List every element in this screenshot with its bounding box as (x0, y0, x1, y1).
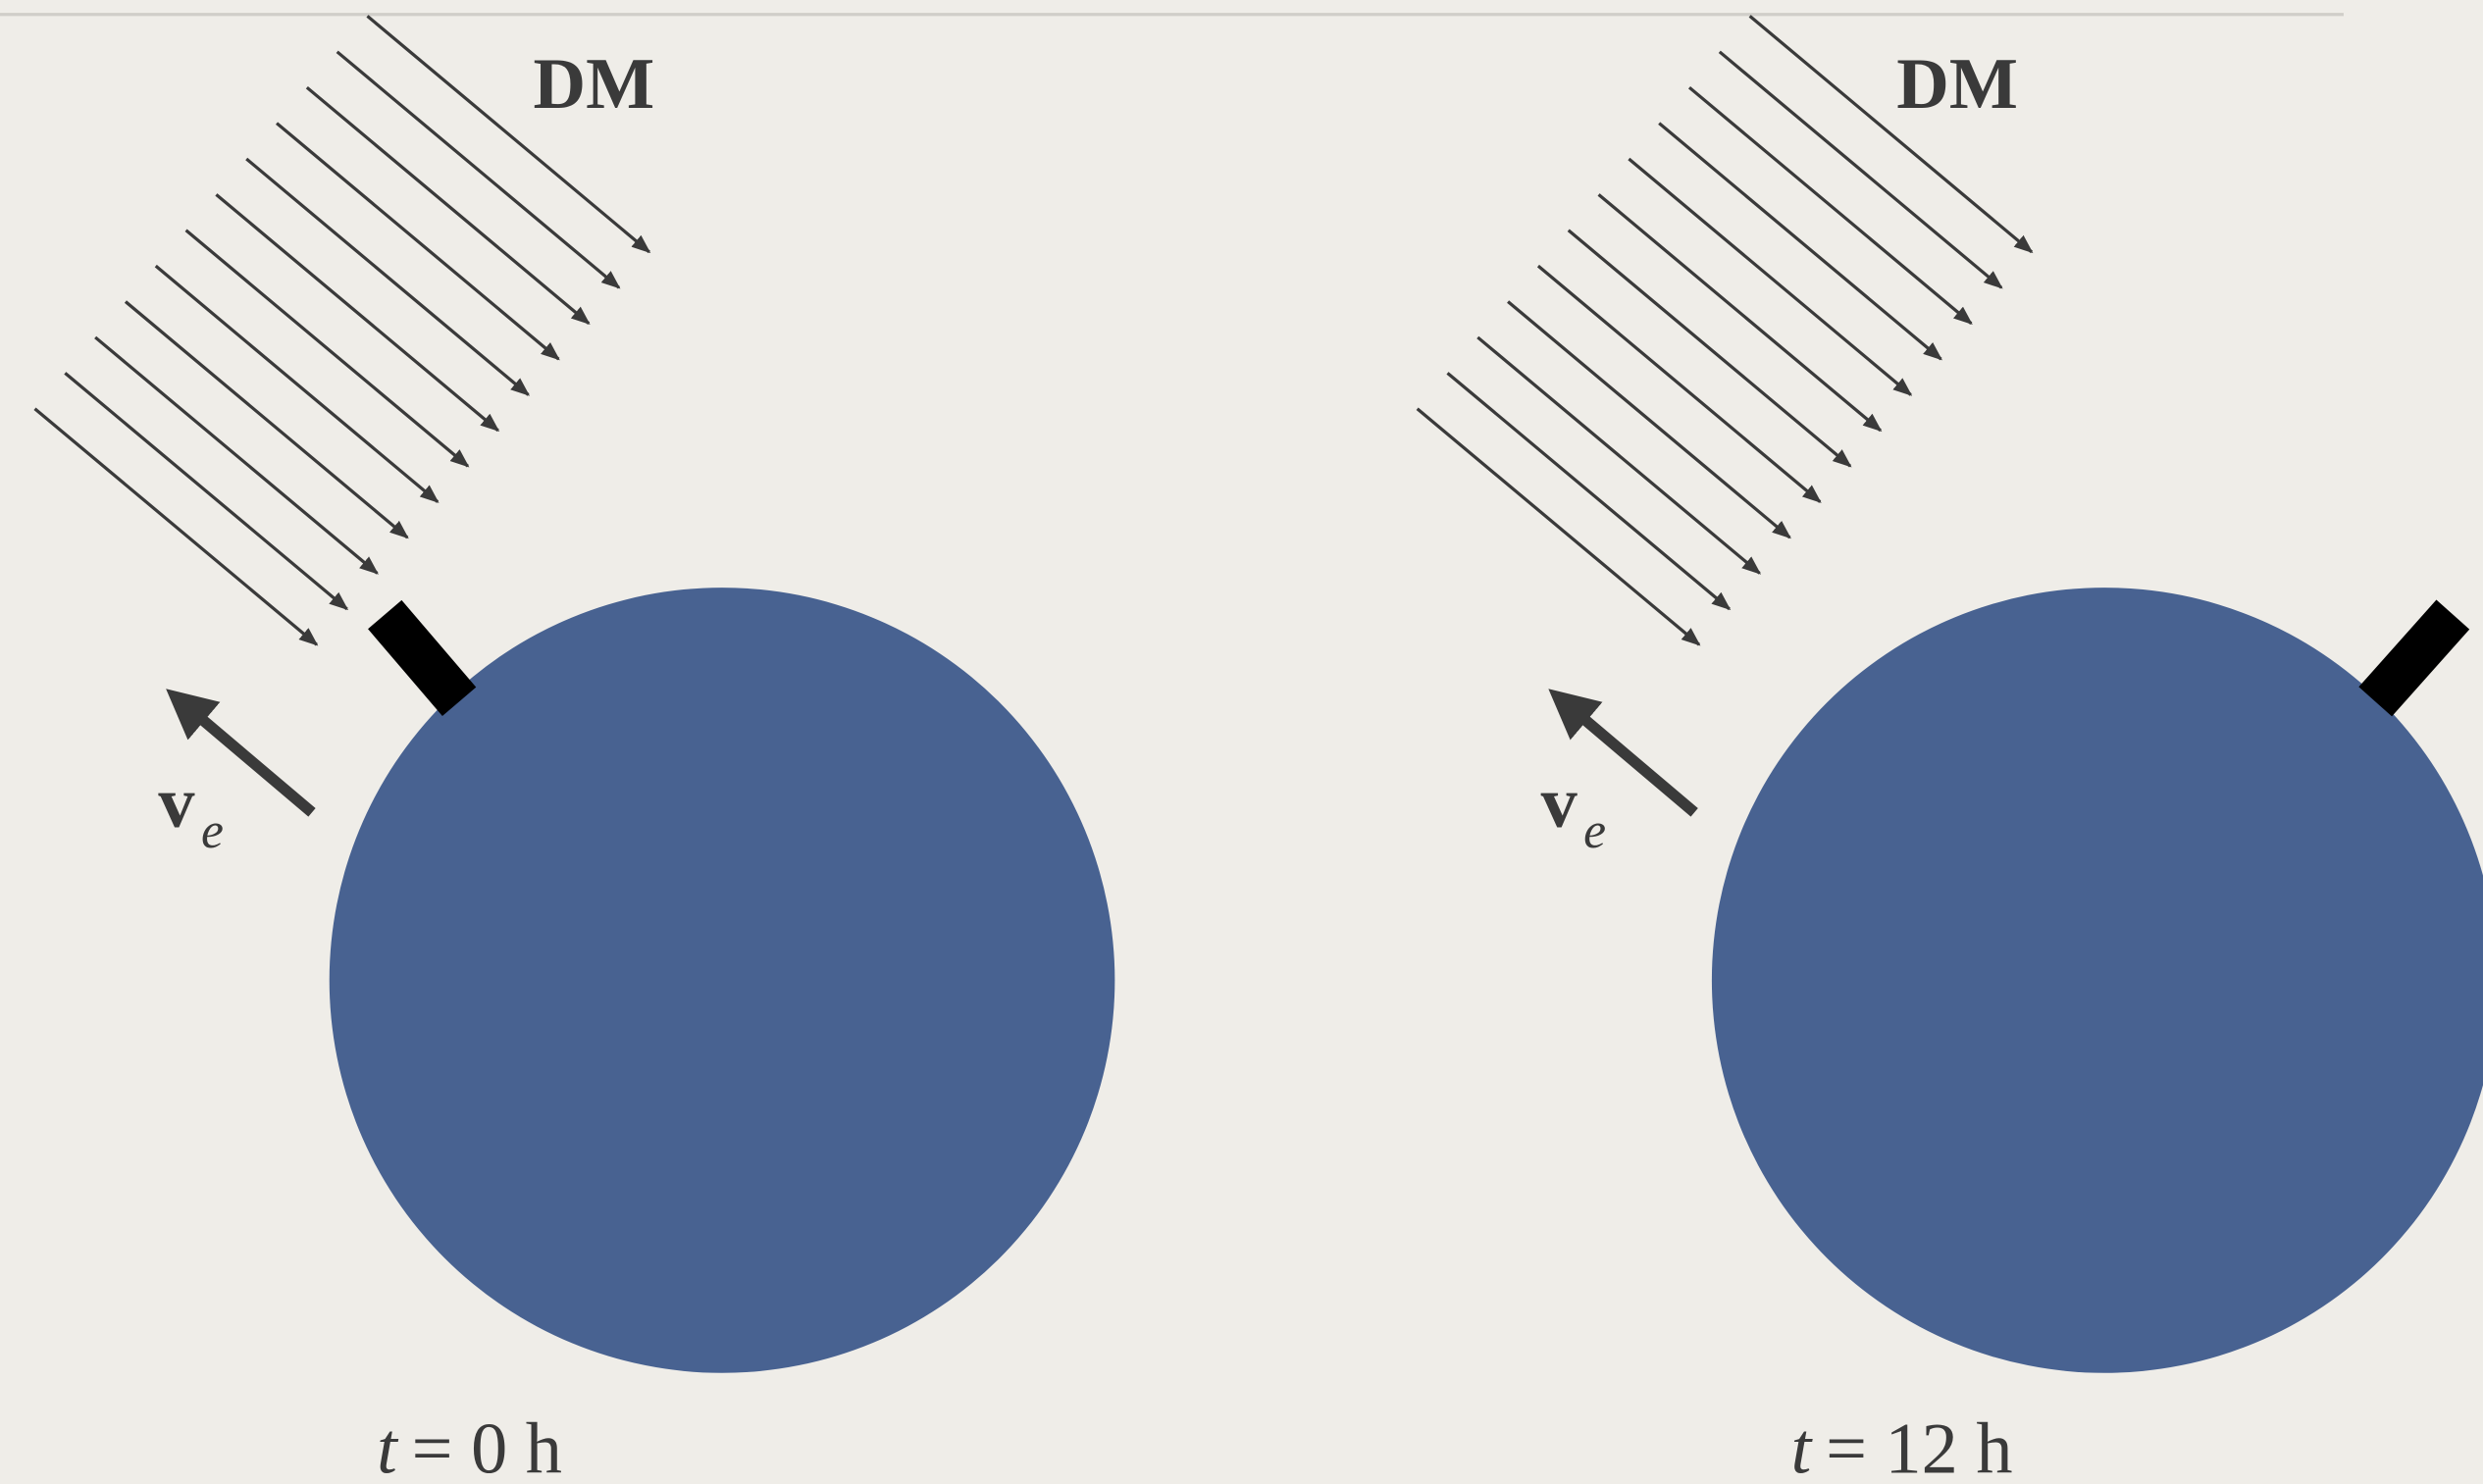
earth (1712, 588, 2483, 1373)
time-variable: t (377, 1408, 399, 1484)
velocity-subscript: e (201, 803, 224, 859)
time-value: = 12 h (1826, 1408, 2012, 1484)
time-value: = 0 h (412, 1408, 562, 1484)
dm-label: DM (1896, 44, 2018, 125)
diagram: DMvet= 0 hDMvet= 12 h (0, 0, 2483, 1484)
velocity-label: v (1541, 763, 1578, 844)
time-variable: t (1791, 1408, 1814, 1484)
velocity-subscript: e (1583, 803, 1606, 859)
dm-label: DM (533, 44, 654, 125)
velocity-label: v (158, 763, 195, 844)
